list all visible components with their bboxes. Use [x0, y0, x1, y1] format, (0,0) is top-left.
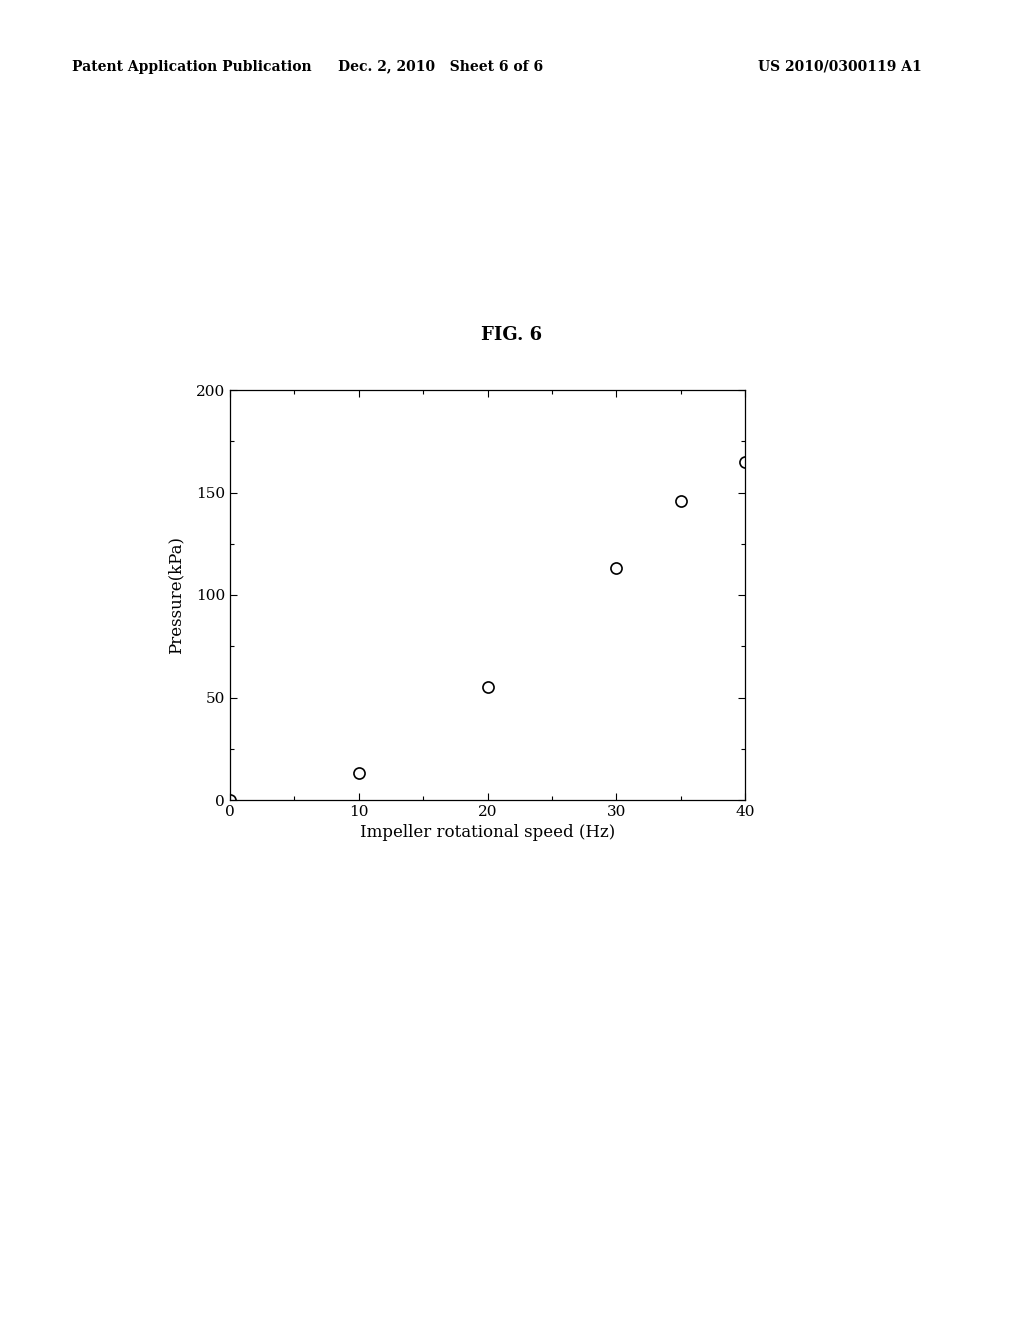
X-axis label: Impeller rotational speed (Hz): Impeller rotational speed (Hz)	[359, 825, 615, 841]
Text: FIG. 6: FIG. 6	[481, 326, 543, 345]
Text: US 2010/0300119 A1: US 2010/0300119 A1	[758, 59, 922, 74]
Y-axis label: Pressure(kPa): Pressure(kPa)	[168, 536, 184, 653]
Text: Patent Application Publication: Patent Application Publication	[72, 59, 311, 74]
Text: Dec. 2, 2010   Sheet 6 of 6: Dec. 2, 2010 Sheet 6 of 6	[338, 59, 543, 74]
